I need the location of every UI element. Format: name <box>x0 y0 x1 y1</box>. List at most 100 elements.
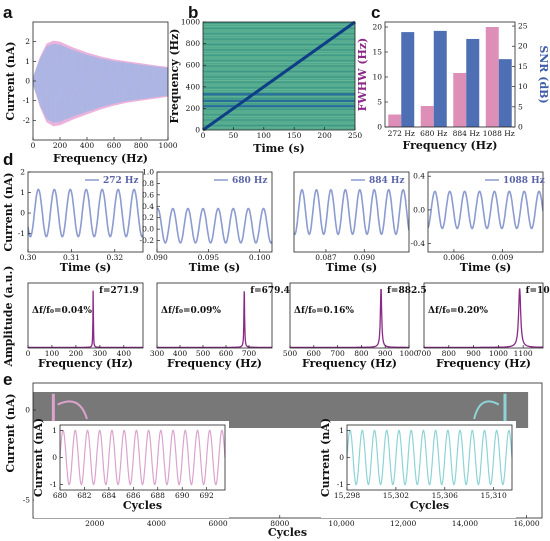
panel-d-spectrum-x-tick-label: 500 <box>283 349 298 358</box>
peak-frequency-label: f=679.4 <box>250 286 290 296</box>
panel-c-category-label: 680 Hz <box>420 129 447 138</box>
panel-b-y-tick-label: 200 <box>186 104 201 113</box>
panel-d-time-x-tick-label: 0.087 <box>315 253 337 262</box>
panel-c-category-label: 1088 Hz <box>483 129 515 138</box>
amplitude-spectrum-line <box>424 288 543 349</box>
panel-a-x-tick-label: 200 <box>53 141 68 150</box>
panel-d-time-y-tick-label: 0.4 <box>413 172 425 181</box>
panel-c-yleft-tick-label: 0 <box>377 123 382 132</box>
panel-c-ylabel-right: SNR (dB) <box>537 45 550 103</box>
panel-b-xlabel: Time (s) <box>253 142 304 155</box>
panel-d-spectrum-x-tick-label: 400 <box>117 349 132 358</box>
panel-a-x-tick-label: 800 <box>134 141 149 150</box>
panel-a-y-tick-label: 1 <box>25 57 30 66</box>
panel-d-spectrum-plot-4: 700 800 900 1000 1100 f=1085.8 Δf/f₀=0.20% Freq… <box>417 282 550 370</box>
fwhw-bar <box>420 106 434 127</box>
panel-a-y-tick-label: -1 <box>23 96 30 105</box>
panel-c-yright-tick-label: 20 <box>518 42 528 51</box>
inset-x-tick-label: 682 <box>77 491 92 500</box>
panel-c-frame <box>384 21 516 128</box>
panel-a-y-tick-label: 2 <box>25 37 30 46</box>
inset-x-tick-label: 684 <box>102 491 117 500</box>
panel-e-x-tick-label: 14,000 <box>452 519 478 528</box>
panel-b-y-tick-label: 400 <box>186 82 201 91</box>
inset-x-tick-label: 15,306 <box>432 491 458 500</box>
inset-x-tick-label: 15,310 <box>481 491 507 500</box>
panel-d-spectrum-frame <box>423 282 544 349</box>
panel-d-time-y-tick-label: -0.4 <box>411 239 426 248</box>
panel-d-spectrum-x-tick-label: 700 <box>330 349 345 358</box>
linewidth-ratio-label: Δf/f₀=0.09% <box>161 306 221 316</box>
legend-label: 884 Hz <box>369 176 405 186</box>
panel-d-time-xlabel: Time (s) <box>460 261 511 274</box>
panel-e-y-tick-label: -5 <box>23 496 31 505</box>
panel-c-yleft-tick-label: 15 <box>372 48 382 57</box>
amplitude-spectrum-line <box>157 291 272 349</box>
snr-bar <box>433 30 447 128</box>
current-oscillation-line <box>32 43 169 123</box>
legend-label: 680 Hz <box>232 176 268 186</box>
panel-d-spectrum-xlabel: Frequency (Hz) <box>38 357 133 370</box>
panel-d-time-frame <box>427 171 544 253</box>
panel-d-time-xlabel: Time (s) <box>189 261 240 274</box>
panel-d-spectrum-frame <box>27 282 144 349</box>
panel-d-spectrum-plot-2: 300 400 500 600 700 f=679.4 Δf/f₀=0.09% Frequen… <box>150 282 290 370</box>
linewidth-ratio-label: Δf/f₀=0.16% <box>294 306 354 316</box>
panel-d-spectrum-x-tick-label: 800 <box>442 349 457 358</box>
panel-d-spectrum-x-tick-label: 300 <box>93 349 108 358</box>
panel-c-category-label: 884 Hz <box>453 129 480 138</box>
panel-label-b: b <box>188 3 198 22</box>
panel-e-xlabel: Cycles <box>268 526 307 539</box>
panel-a-plot: 0 200 400 600 800 1000 -2 -1 0 1 2 Frequency (Hz) Cu… <box>4 21 178 165</box>
snr-bar <box>466 38 480 127</box>
panel-c-yleft-tick-label: 20 <box>372 23 382 32</box>
panel-d-spectrum-x-tick-label: 700 <box>417 349 432 358</box>
panel-a-x-tick-label: 400 <box>80 141 95 150</box>
panel-b-x-tick-label: 200 <box>317 131 332 140</box>
panel-c-yright-tick-label: 0 <box>518 123 523 132</box>
panel-d-time-ylabel: Current (nA) <box>2 172 15 251</box>
current-waveform-line <box>28 188 143 238</box>
panel-d-time-x-tick-label: 0.095 <box>198 253 220 262</box>
panel-b-y-tick-label: 0 <box>195 126 200 135</box>
panel-label-a: a <box>3 3 13 22</box>
inset-x-tick-label: 686 <box>126 491 141 500</box>
panel-d-spectrum-x-tick-label: 100 <box>45 349 60 358</box>
panel-e-x-tick-label: 4000 <box>147 519 166 528</box>
panel-d-time-y-tick-label: 0.0 <box>413 205 425 214</box>
panel-d-spectrum-xlabel: Frequency (Hz) <box>302 357 397 370</box>
inset-y-tick-label: 0 <box>339 453 344 462</box>
panel-c-yleft-tick-label: 5 <box>377 98 382 107</box>
panel-d-time-x-tick-label: 0.090 <box>146 253 168 262</box>
panel-d-time-x-tick-label: 0.32 <box>106 253 123 262</box>
panel-c-yright-tick-label: 25 <box>518 22 528 31</box>
panel-b-x-tick-label: 100 <box>257 131 272 140</box>
panel-e-frame <box>32 382 543 519</box>
inset-y-tick-label: -1 <box>337 480 344 489</box>
panel-d-spectrum-x-tick-label: 1000 <box>399 349 418 358</box>
inset-ylabel: Current (nA) <box>32 418 45 497</box>
panel-d-time-y-tick-label: 0.8 <box>142 179 154 188</box>
panel-e-inset-1: 680 682 684 686 688 690 692 1 0 -1 Cycles Current (… <box>32 418 229 518</box>
current-waveform-line <box>428 190 543 230</box>
panel-label-d: d <box>3 150 13 169</box>
amplitude-spectrum-line <box>28 290 143 349</box>
panel-d-time-x-tick-label: 0.006 <box>443 253 465 262</box>
inset-y-tick-label: -1 <box>50 480 57 489</box>
panel-b-plot: 0 50 100 150 200 250 0 200 400 600 800 1000 Time (s)… <box>168 18 362 156</box>
fwhw-bar <box>388 114 402 127</box>
panel-e-inset-2: 15,298 15,302 15,306 15,310 1 0 -1 Cycles Curren… <box>319 418 516 518</box>
panel-c-ylabel-left: FWHW (Hz) <box>356 38 369 112</box>
panel-e-y-tick-label: 0 <box>25 406 30 415</box>
panel-d-spectrum-x-tick-label: 600 <box>219 349 234 358</box>
panel-d-time-y-tick-label: -0.2 <box>140 236 155 245</box>
linewidth-ratio-label: Δf/f₀=0.20% <box>428 306 488 316</box>
panel-b-x-tick-label: 250 <box>348 131 363 140</box>
inset-arrow-left <box>57 400 88 420</box>
panel-d-spectrum-frame <box>156 282 273 349</box>
panel-d-spectrum-x-tick-label: 500 <box>196 349 211 358</box>
fwhw-bar <box>485 27 499 127</box>
inset-y-tick-label: 1 <box>339 426 344 435</box>
